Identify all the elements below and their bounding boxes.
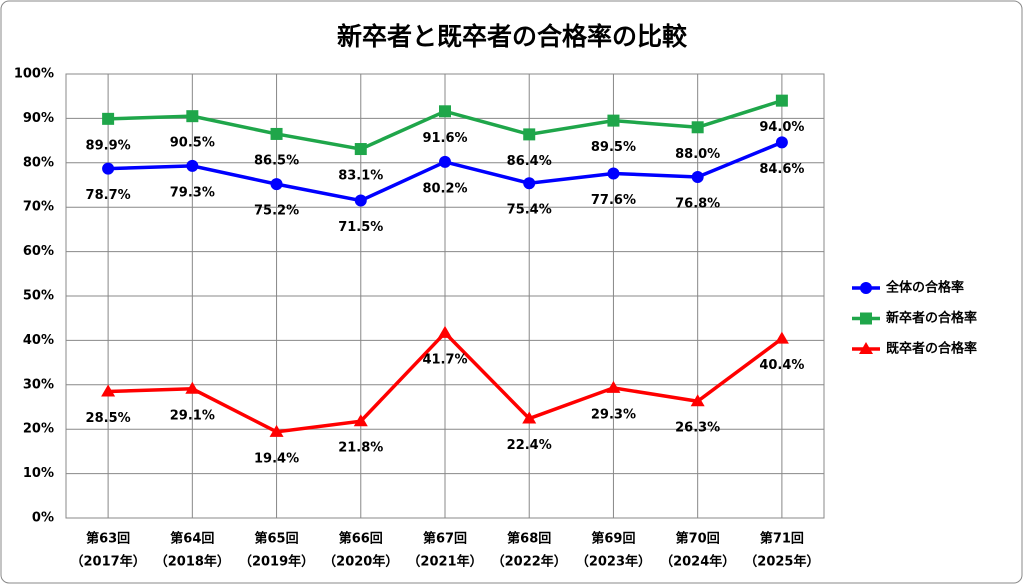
legend-label: 新卒者の合格率	[886, 310, 977, 326]
data-label: 89.9%	[86, 138, 131, 153]
point	[691, 121, 704, 134]
data-label: 77.6%	[591, 193, 636, 208]
x-tick-label: （2024年）	[660, 554, 735, 570]
x-tick-label: （2021年）	[407, 554, 482, 570]
data-label: 86.5%	[254, 153, 299, 168]
legend-marker	[860, 282, 872, 294]
legend-marker	[859, 342, 873, 354]
data-label: 80.2%	[422, 181, 467, 196]
point	[607, 114, 620, 127]
point	[691, 171, 704, 184]
point	[439, 105, 451, 118]
y-tick-label: 60%	[23, 244, 54, 259]
y-tick-label: 30%	[23, 377, 54, 392]
point	[523, 177, 536, 190]
y-tick-label: 40%	[23, 333, 54, 348]
data-label: 78.7%	[86, 188, 131, 203]
y-tick-label: 90%	[23, 111, 54, 126]
point	[439, 155, 451, 168]
point	[354, 194, 367, 207]
data-label: 83.1%	[338, 169, 383, 184]
data-label: 90.5%	[170, 136, 215, 151]
data-label: 86.4%	[507, 154, 552, 169]
data-label: 94.0%	[759, 120, 804, 135]
y-tick-label: 20%	[23, 422, 54, 437]
x-tick-label: （2023年）	[576, 554, 651, 570]
data-label: 84.6%	[759, 162, 804, 177]
point	[270, 127, 283, 140]
data-label: 88.0%	[675, 147, 720, 162]
x-tick-label: （2017年）	[71, 554, 146, 570]
point	[522, 411, 537, 424]
data-label: 76.8%	[675, 197, 720, 212]
x-tick-label: 第66回	[339, 531, 383, 547]
x-tick-label: 第68回	[507, 531, 551, 547]
point	[102, 112, 115, 125]
point	[354, 143, 367, 156]
x-tick-label: 第63回	[86, 531, 130, 547]
x-tick-label: 第71回	[760, 531, 804, 547]
y-tick-label: 10%	[23, 466, 54, 481]
data-label: 22.4%	[507, 438, 552, 453]
data-label: 29.1%	[170, 408, 215, 423]
y-tick-label: 50%	[23, 289, 54, 304]
y-tick-label: 0%	[32, 511, 54, 526]
data-label: 40.4%	[759, 358, 804, 373]
data-label: 89.5%	[591, 140, 636, 155]
data-label: 29.3%	[591, 407, 636, 422]
x-tick-label: 第67回	[423, 531, 467, 547]
data-label: 28.5%	[86, 411, 131, 426]
y-tick-label: 100%	[14, 67, 54, 82]
point	[606, 380, 621, 393]
y-tick-label: 80%	[23, 155, 54, 170]
legend-marker	[860, 312, 872, 325]
x-tick-label: （2020年）	[323, 554, 398, 570]
chart-title: 新卒者と既卒者の合格率の比較	[337, 22, 688, 51]
point	[775, 94, 788, 107]
point	[269, 424, 284, 437]
point	[270, 178, 283, 191]
point	[185, 381, 200, 394]
point	[102, 162, 115, 175]
x-tick-label: （2019年）	[239, 554, 314, 570]
x-tick-label: 第70回	[676, 531, 720, 547]
data-label: 75.4%	[507, 203, 552, 218]
x-tick-label: 第64回	[170, 531, 214, 547]
point	[186, 159, 199, 172]
point	[774, 331, 789, 344]
point	[523, 128, 536, 141]
legend-label: 既卒者の合格率	[886, 341, 977, 357]
x-tick-label: （2025年）	[744, 554, 819, 570]
point	[607, 167, 620, 180]
point	[775, 136, 788, 149]
data-label: 19.4%	[254, 451, 299, 466]
data-label: 41.7%	[422, 352, 467, 367]
data-label: 71.5%	[338, 220, 383, 235]
legend-label: 全体の合格率	[885, 280, 964, 296]
point	[353, 414, 368, 427]
x-tick-label: （2018年）	[155, 554, 230, 570]
y-tick-label: 70%	[23, 200, 54, 215]
point	[438, 325, 452, 338]
data-label: 79.3%	[170, 185, 215, 200]
point	[690, 394, 705, 407]
x-tick-label: 第69回	[591, 531, 635, 547]
data-label: 91.6%	[422, 131, 467, 146]
x-tick-label: （2022年）	[492, 554, 567, 570]
point	[186, 110, 199, 123]
point	[101, 384, 116, 397]
data-label: 21.8%	[338, 441, 383, 456]
data-label: 26.3%	[675, 421, 720, 436]
x-tick-label: 第65回	[255, 531, 299, 547]
data-label: 75.2%	[254, 204, 299, 219]
